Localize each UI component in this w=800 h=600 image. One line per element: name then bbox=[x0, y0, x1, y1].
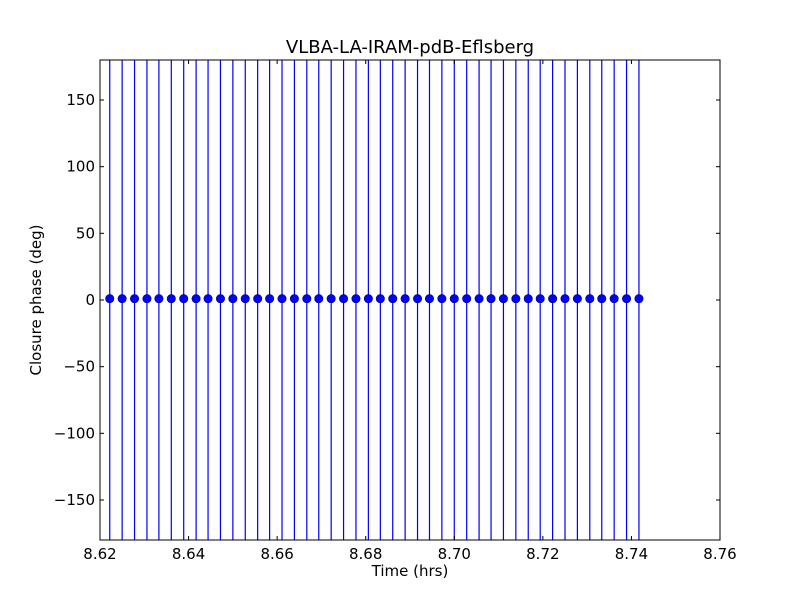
data-point bbox=[474, 294, 484, 304]
data-point bbox=[203, 294, 213, 304]
data-point bbox=[289, 294, 299, 304]
data-point bbox=[609, 294, 619, 304]
axes-frame bbox=[99, 59, 721, 541]
data-point bbox=[498, 294, 508, 304]
y-axis-label: Closure phase (deg) bbox=[27, 225, 45, 376]
data-point bbox=[375, 294, 385, 304]
data-point bbox=[130, 294, 140, 304]
data-point bbox=[548, 294, 558, 304]
data-point bbox=[240, 294, 250, 304]
data-point bbox=[339, 294, 349, 304]
data-point bbox=[413, 294, 423, 304]
y-tick-label: 150 bbox=[66, 91, 95, 109]
x-tick-label: 8.66 bbox=[260, 545, 293, 563]
x-tick-label: 8.62 bbox=[83, 545, 116, 563]
data-point bbox=[117, 294, 127, 304]
data-point bbox=[253, 294, 263, 304]
y-tick-label: 50 bbox=[76, 224, 95, 242]
data-point bbox=[302, 294, 312, 304]
data-point bbox=[142, 294, 152, 304]
data-point bbox=[597, 294, 607, 304]
data-point bbox=[388, 294, 398, 304]
x-tick-label: 8.76 bbox=[703, 545, 736, 563]
data-point bbox=[326, 294, 336, 304]
x-axis-label: Time (hrs) bbox=[371, 562, 449, 580]
data-point bbox=[511, 294, 521, 304]
y-tick-label: −150 bbox=[54, 491, 95, 509]
x-tick-label: 8.64 bbox=[172, 545, 205, 563]
data-point bbox=[634, 294, 644, 304]
x-tick-label: 8.68 bbox=[349, 545, 382, 563]
data-point bbox=[179, 294, 189, 304]
data-point bbox=[424, 294, 434, 304]
y-tick-label: 100 bbox=[66, 158, 95, 176]
data-point bbox=[449, 294, 459, 304]
data-point bbox=[228, 294, 238, 304]
data-point bbox=[363, 294, 373, 304]
data-point bbox=[166, 294, 176, 304]
data-point bbox=[215, 294, 225, 304]
data-point bbox=[191, 294, 201, 304]
data-point bbox=[622, 294, 632, 304]
x-tick-label: 8.72 bbox=[526, 545, 559, 563]
x-tick-label: 8.70 bbox=[438, 545, 471, 563]
chart-title: VLBA-LA-IRAM-pdB-Eflsberg bbox=[286, 37, 534, 58]
data-point bbox=[462, 294, 472, 304]
data-point bbox=[585, 294, 595, 304]
data-point bbox=[351, 294, 361, 304]
y-tick-label: −100 bbox=[54, 424, 95, 442]
data-point bbox=[277, 294, 287, 304]
data-point bbox=[560, 294, 570, 304]
series-closure-phase bbox=[105, 60, 644, 540]
data-point bbox=[523, 294, 533, 304]
data-point bbox=[265, 294, 275, 304]
axis-ticks: 8.62 8.64 8.66 8.68 8.70 8.72 8.74 8.76 −150 −100… bbox=[54, 60, 737, 563]
data-point bbox=[314, 294, 324, 304]
data-point bbox=[400, 294, 410, 304]
y-tick-label: −50 bbox=[63, 358, 95, 376]
data-point bbox=[154, 294, 164, 304]
data-point bbox=[105, 294, 115, 304]
data-point bbox=[535, 294, 545, 304]
x-tick-label: 8.74 bbox=[615, 545, 648, 563]
data-point bbox=[572, 294, 582, 304]
data-point bbox=[486, 294, 496, 304]
y-tick-label: 0 bbox=[85, 291, 95, 309]
plot-area bbox=[105, 60, 644, 540]
data-point bbox=[437, 294, 447, 304]
